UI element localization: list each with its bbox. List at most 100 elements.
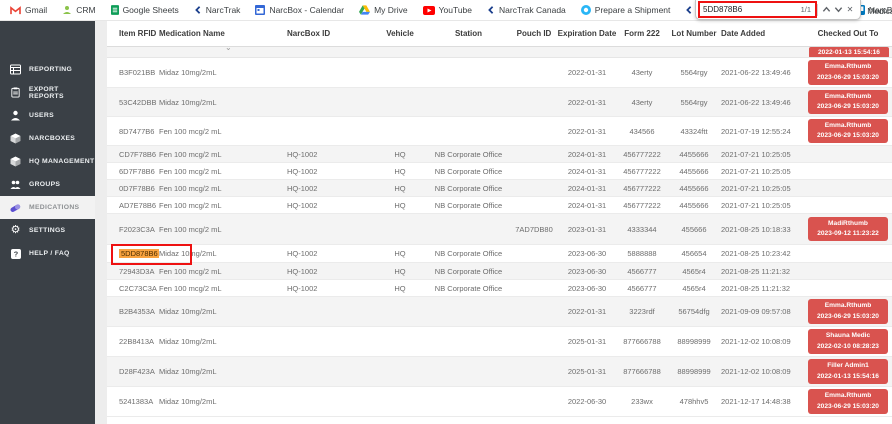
checked-out-name: Filler Admin1 [827, 362, 869, 370]
table-row[interactable]: B3F021BB Midaz 10mg/2mL 2022-01-31 43erty 55… [107, 58, 892, 88]
medication-cell: Midaz 10mg/2mL [159, 307, 217, 316]
lot-cell: 4565r4 [682, 283, 706, 293]
station-cell: NB Corporate Office [434, 166, 503, 176]
find-in-page-bar: 5DD878B6 1/1 ✕ [695, 0, 861, 20]
column-header-narcbox-id[interactable]: NarcBox ID [287, 29, 331, 38]
rfid-cell: 5241383A [119, 397, 154, 406]
date-added-cell: 2021-08-25 11:21:32 [721, 283, 791, 293]
table-row[interactable]: 53C42DBB Midaz 10mg/2mL 2022-01-31 43erty 55… [107, 88, 892, 117]
drive-icon [359, 5, 371, 15]
sidebar-item-help-faq[interactable]: ? HELP / FAQ [0, 242, 95, 265]
column-header-station[interactable]: Station [454, 29, 483, 38]
help-icon: ? [9, 248, 22, 259]
narcbox-icon [9, 156, 22, 167]
sidebar-item-export-reports[interactable]: EXPORT REPORTS [0, 81, 95, 104]
bookmark-google-sheets[interactable]: Google Sheets [110, 5, 179, 15]
lot-cell: 5564rgy [680, 97, 708, 107]
table-row[interactable]: 72943D3A Fen 100 mcg/2 mL HQ-1002 HQ NB Corp… [107, 263, 892, 280]
checked-out-badge: Emma.Rthumb 2023-06-29 15:03:20 [808, 389, 888, 414]
table-row[interactable]: F2023C3A Fen 100 mcg/2 mL 7AD7DB80 2023-01-… [107, 214, 892, 245]
column-header-pouch-id[interactable]: Pouch ID [516, 29, 552, 38]
expiration-cell: 2023-06-30 [567, 249, 607, 258]
rfid-cell: 8D7477B6 [119, 126, 155, 136]
table-row[interactable]: 5241383A Midaz 10mg/2mL 2022-06-30 233wx 478… [107, 387, 892, 417]
date-added-cell: 2021-07-19 12:55:24 [721, 126, 791, 136]
column-header-expiration-date[interactable]: Expiration Date [557, 29, 617, 38]
bookmark-narcbox-calendar[interactable]: NarcBox - Calendar [255, 5, 344, 15]
lot-cell: 43324ftt [680, 126, 708, 136]
find-input[interactable]: 5DD878B6 [700, 5, 797, 14]
date-added-cell: 2021-08-25 10:23:42 [721, 249, 791, 258]
sidebar-item-label: NARCBOXES [29, 135, 76, 142]
lot-cell: 4455666 [679, 200, 709, 210]
sidebar-item-hq-management[interactable]: HQ MANAGEMENT [0, 150, 95, 173]
narcbox-id-cell: HQ-1002 [287, 149, 318, 159]
vehicle-cell: HQ [394, 166, 406, 176]
column-header-medication-name[interactable]: Medication Name [159, 29, 225, 38]
sidebar-item-label: REPORTING [29, 66, 73, 73]
sidebar-item-settings[interactable]: ⚙ SETTINGS [0, 219, 95, 242]
form222-cell: 434566 [629, 126, 655, 136]
bookmark-narctrak[interactable]: NarcTrak [194, 5, 241, 15]
medication-cell: Fen 100 mcg/2 mL [159, 224, 222, 234]
find-previous-button[interactable] [820, 3, 832, 17]
column-header-lot-number[interactable]: Lot Number [671, 29, 717, 38]
column-header-date-added[interactable]: Date Added [721, 29, 766, 38]
find-next-button[interactable] [832, 3, 844, 17]
table-row[interactable]: 22B8413A Midaz 10mg/2mL 2025-01-31 87766678… [107, 327, 892, 357]
sidebar-item-users[interactable]: USERS [0, 104, 95, 127]
checked-out-time: 2023-06-29 15:03:20 [817, 132, 879, 139]
table-row[interactable]: D28F423A Midaz 10mg/2mL 2025-01-31 87766678… [107, 357, 892, 387]
vehicle-cell: HQ [394, 266, 406, 276]
table-row[interactable]: C2C73C3A Fen 100 mcg/2 mL HQ-1002 HQ NB Corp… [107, 280, 892, 297]
date-added-cell: 2021-12-17 14:48:38 [721, 397, 791, 406]
reporting-icon [9, 64, 22, 75]
bookmark-crm[interactable]: CRM [62, 5, 96, 15]
lot-cell: 88998999 [677, 337, 711, 346]
form222-cell: 4566777 [627, 283, 657, 293]
lot-cell: 88998999 [677, 367, 711, 376]
bookmark-narctrak-canada[interactable]: NarcTrak Canada [487, 5, 566, 15]
table-row-partial[interactable]: ⌄ 2022-01-13 15:54:16 [107, 47, 892, 58]
expiration-cell: 2022-01-31 [567, 97, 607, 107]
find-close-button[interactable]: ✕ [846, 5, 854, 14]
expiration-cell: 2024-01-31 [567, 149, 607, 159]
checked-out-time: 2023-06-29 15:03:20 [817, 103, 879, 110]
sidebar-item-reporting[interactable]: REPORTING [0, 58, 95, 81]
rfid-cell: C2C73C3A [119, 283, 157, 293]
column-header-form-222[interactable]: Form 222 [624, 29, 660, 38]
column-header-checked-out-to[interactable]: Checked Out To [817, 29, 879, 38]
bookmark-label: NarcBox | Trello [868, 5, 892, 15]
sidebar-item-groups[interactable]: GROUPS [0, 173, 95, 196]
bookmark-youtube[interactable]: YouTube [422, 5, 473, 15]
lot-cell: 4455666 [679, 183, 709, 193]
column-header-vehicle[interactable]: Vehicle [386, 29, 414, 38]
table-row[interactable]: 8D7477B6 Fen 100 mcg/2 mL 2022-01-31 434566… [107, 117, 892, 146]
column-header-item-rfid[interactable]: Item RFID [119, 29, 157, 38]
sidebar-item-medications[interactable]: MEDICATIONS [0, 196, 95, 219]
checked-out-time: 2022-02-10 08:28:23 [817, 342, 879, 350]
checked-out-cell: Emma.Rthumb 2023-06-29 15:03:20 [805, 60, 891, 85]
sidebar-item-narcboxes[interactable]: NARCBOXES [0, 127, 95, 150]
form222-cell: 456777222 [623, 200, 661, 210]
table-row[interactable]: CD7F78B6 Fen 100 mcg/2 mL HQ-1002 HQ NB Corp… [107, 146, 892, 163]
form222-cell: 4566777 [627, 266, 657, 276]
settings-icon: ⚙ [10, 224, 21, 236]
bookmark-label: Prepare a Shipment [594, 5, 671, 15]
lot-cell: 4455666 [679, 166, 709, 176]
bookmark-label: YouTube [438, 5, 473, 15]
expiration-cell: 2022-01-31 [567, 126, 607, 136]
bookmark-my-drive[interactable]: My Drive [359, 5, 408, 15]
chevron-icon [487, 5, 495, 15]
table-row[interactable]: 0D7F78B6 Fen 100 mcg/2 mL HQ-1002 HQ NB Corp… [107, 180, 892, 197]
bookmark-gmail[interactable]: Gmail [10, 5, 47, 15]
bookmark-label: NarcTrak [205, 5, 241, 15]
table-row[interactable]: AD7E78B6 Fen 100 mcg/2 mL HQ-1002 HQ NB Corp… [107, 197, 892, 214]
bookmark-prepare-a-shipment[interactable]: Prepare a Shipment [580, 5, 671, 15]
table-row[interactable]: 5DD878B6 Midaz 10mg/2mL HQ-1002 HQ NB Corpor… [107, 245, 892, 263]
checked-out-cell: Filler Admin1 2022-01-13 15:54:16 [805, 359, 891, 384]
table-row[interactable]: 6D7F78B6 Fen 100 mcg/2 mL HQ-1002 HQ NB Corp… [107, 163, 892, 180]
rfid-cell: 22B8413A [119, 337, 155, 346]
medication-cell: Midaz 10mg/2mL [159, 249, 217, 258]
table-row[interactable]: B2B4353A Midaz 10mg/2mL 2022-01-31 3223rdf 5… [107, 297, 892, 327]
